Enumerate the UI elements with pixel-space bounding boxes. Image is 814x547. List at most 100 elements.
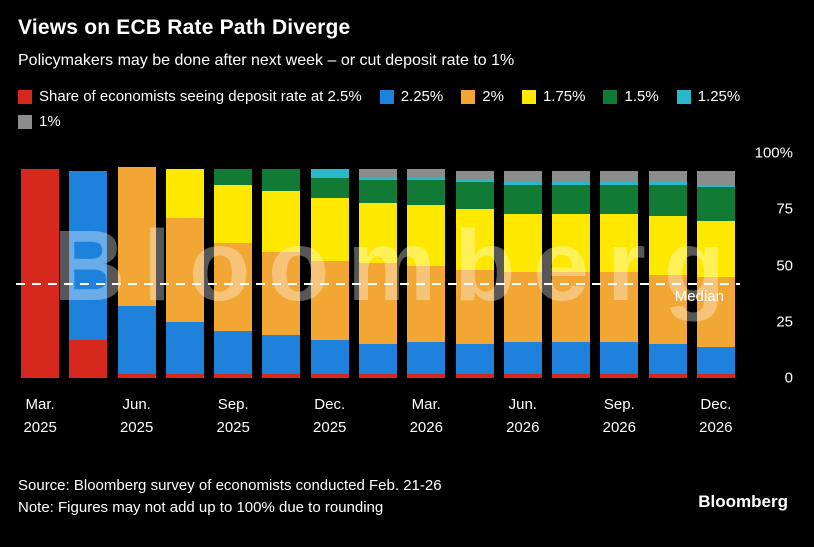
bar-segment-2.5% (407, 373, 446, 378)
bar-segment-1.5% (407, 180, 446, 205)
bar-segment-2.5% (600, 373, 639, 378)
bar-segment-1.5% (503, 184, 542, 214)
bar-segment-1% (600, 171, 639, 183)
x-slot-13 (643, 393, 691, 440)
bar-slot-14 (692, 153, 740, 378)
bar-segment-2.5% (262, 373, 301, 378)
bar-segment-2.25% (117, 306, 156, 374)
x-tick-year: 2026 (506, 419, 540, 437)
bar-segment-2.5% (165, 373, 204, 378)
bar-slot-7 (354, 153, 402, 378)
x-tick-10: Jun. 2026 (499, 393, 547, 440)
bar-slot-13 (643, 153, 691, 378)
x-tick-6: Dec. 2025 (306, 393, 354, 440)
bar-6 (310, 168, 349, 378)
x-tick-month: Sep. (603, 396, 635, 413)
x-tick-year: 2025 (313, 419, 347, 437)
y-tick-75: 75 (776, 200, 793, 218)
bar-segment-2.5% (455, 373, 494, 378)
bar-9 (455, 171, 494, 378)
bar-segment-1.75% (600, 213, 639, 273)
bar-segment-1.75% (696, 220, 735, 277)
bar-3 (165, 168, 204, 378)
bar-segment-2.25% (648, 344, 687, 374)
bar-segment-2.25% (262, 335, 301, 374)
bar-segment-1.25% (503, 182, 542, 185)
chart-subtitle: Policymakers may be done after next week… (18, 52, 515, 69)
x-tick-year: 2025 (119, 419, 154, 437)
legend-label: 1.25% (697, 88, 741, 105)
x-tick-month: Dec. (314, 396, 346, 413)
x-tick-8: Mar. 2026 (402, 393, 450, 440)
x-tick-4: Sep. 2025 (209, 393, 257, 440)
median-label: Median (674, 287, 724, 305)
legend-label: 2% (482, 88, 504, 105)
bar-segment-2% (262, 252, 301, 336)
bar-segment-1% (648, 171, 687, 183)
bar-slot-9 (450, 153, 498, 378)
y-tick-25: 25 (776, 313, 793, 331)
bar-slot-11 (547, 153, 595, 378)
bar-segment-1.5% (696, 186, 735, 221)
legend-label: 2.25% (400, 88, 444, 105)
legend-item-2: 2% (461, 88, 504, 105)
x-slot-3 (161, 393, 209, 440)
x-tick-14: Dec. 2026 (692, 393, 740, 440)
bar-segment-1.75% (214, 184, 253, 243)
x-tick-year: 2026 (409, 419, 443, 437)
bar-11 (552, 171, 591, 378)
bar-segment-1.75% (552, 213, 591, 273)
bar-slot-8 (402, 153, 450, 378)
bar-segment-2.5% (358, 373, 397, 378)
bar-segment-2.25% (600, 342, 639, 374)
bar-segment-2.5% (117, 373, 156, 378)
bar-segment-2% (648, 274, 687, 345)
legend-item-6: 1% (18, 113, 61, 130)
x-tick-12: Sep. 2026 (595, 393, 643, 440)
legend-swatch (461, 89, 476, 104)
bar-segment-1% (407, 168, 446, 178)
bar-slot-1 (64, 153, 112, 378)
legend: Share of economists seeing deposit rate … (18, 88, 788, 130)
bar-12 (600, 171, 639, 378)
bar-14 (696, 171, 735, 378)
y-axis: 100% 75 50 25 0 (744, 145, 793, 387)
legend-label: Share of economists seeing deposit rate … (39, 88, 362, 105)
page-title: Views on ECB Rate Path Diverge (18, 16, 351, 39)
legend-item-4: 1.5% (603, 88, 659, 105)
bar-segment-2% (310, 261, 349, 340)
bar-segment-1.5% (552, 184, 591, 214)
x-tick-month: Jun. (122, 396, 151, 413)
bar-segment-2.25% (165, 321, 204, 374)
bar-segment-2.5% (552, 373, 591, 378)
bar-segment-2.25% (407, 342, 446, 374)
bar-segment-2% (117, 166, 156, 306)
bar-segment-2.25% (503, 342, 542, 374)
x-slot-11 (547, 393, 595, 440)
legend-item-0: Share of economists seeing deposit rate … (18, 88, 362, 105)
bar-segment-1% (696, 171, 735, 185)
bar-segment-1.25% (358, 177, 397, 180)
x-slot-1 (64, 393, 112, 440)
bar-segment-2.5% (69, 339, 108, 378)
source-note: Source: Bloomberg survey of economists c… (18, 477, 442, 494)
bar-segment-1.5% (455, 182, 494, 210)
bar-segment-1.25% (407, 177, 446, 180)
legend-swatch (18, 89, 32, 104)
legend-label: 1.5% (624, 88, 659, 105)
bar-segment-1.5% (600, 184, 639, 214)
bar-slot-5 (257, 153, 305, 378)
x-tick-2: Jun. 2025 (113, 393, 161, 440)
bar-segment-2.5% (21, 168, 60, 378)
stacked-bars (16, 153, 740, 378)
rounding-note: Note: Figures may not add up to 100% due… (18, 499, 384, 516)
bar-0 (21, 168, 60, 378)
bar-segment-1.75% (648, 216, 687, 275)
bar-segment-2% (165, 218, 204, 322)
bar-4 (214, 168, 253, 378)
bar-segment-2.25% (69, 171, 108, 340)
bar-segment-1.75% (310, 198, 349, 261)
x-tick-month: Sep. (217, 396, 249, 413)
bar-5 (262, 168, 301, 378)
legend-label: 1% (39, 113, 61, 130)
